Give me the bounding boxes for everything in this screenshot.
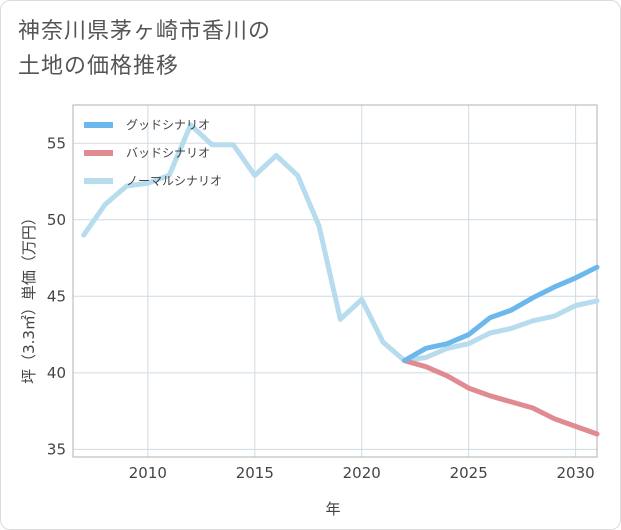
- y-tick-label: 40: [47, 364, 66, 382]
- x-tick-label: 2020: [343, 464, 381, 482]
- chart-title: 神奈川県茅ヶ崎市香川の 土地の価格推移: [18, 14, 271, 84]
- series-line-1: [402, 358, 600, 437]
- y-tick-label: 50: [47, 211, 66, 229]
- x-axis-ticks: 2010 2015 2020 2025 2030: [129, 464, 595, 482]
- legend-label: グッドシナリオ: [126, 118, 210, 132]
- grid: [73, 105, 597, 457]
- title-line-1: 神奈川県茅ヶ崎市香川の: [18, 19, 272, 44]
- x-tick-label: 2015: [236, 464, 274, 482]
- y-tick-label: 35: [47, 440, 66, 458]
- x-axis-label: 年: [325, 500, 340, 518]
- y-axis-label: 坪（3.3㎡）単価（万円）: [20, 210, 38, 384]
- title-line-2: 土地の価格推移: [18, 54, 180, 79]
- y-tick-label: 45: [47, 287, 66, 305]
- legend-label: ノーマルシナリオ: [126, 174, 222, 188]
- series-lines: [81, 122, 600, 437]
- plot-frame: [72, 104, 598, 458]
- x-tick-label: 2010: [129, 464, 167, 482]
- y-axis-ticks: 35 40 45 50 55: [47, 134, 66, 458]
- x-tick-label: 2025: [450, 464, 488, 482]
- series-line-2: [81, 122, 600, 364]
- y-tick-label: 55: [47, 134, 66, 152]
- series-line-0: [402, 264, 600, 364]
- x-tick-label: 2030: [557, 464, 595, 482]
- legend-label: バッドシナリオ: [126, 146, 210, 160]
